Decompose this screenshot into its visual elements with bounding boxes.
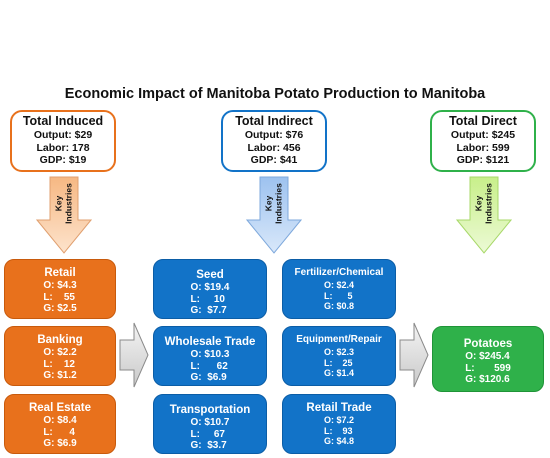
flow-arrow-left	[119, 322, 149, 388]
key-industries-label: Key Industries	[263, 183, 284, 224]
industry-box-retail: Retail O: $4.3 L: 55 G: $2.5	[4, 259, 116, 319]
total-indirect-title: Total Indirect	[235, 114, 313, 128]
key-industries-arrow-induced: Key Industries	[36, 176, 92, 254]
total-indirect-labor: Labor: 456	[247, 141, 301, 154]
total-direct-gdp: GDP: $121	[456, 154, 510, 166]
total-direct-output: Output: $245	[450, 129, 516, 141]
industry-box-transportation: Transportation O: $10.7 L: 67 G: $3.7	[153, 394, 267, 454]
industry-box-banking: Banking O: $2.2 L: 12 G: $1.2	[4, 326, 116, 386]
total-induced-gdp: GDP: $19	[39, 154, 87, 166]
diagram-title: Economic Impact of Manitoba Potato Produ…	[64, 86, 486, 102]
down-arrow-icon	[246, 176, 302, 254]
industry-box-seed: Seed O: $19.4 L: 10 G: $7.7	[153, 259, 267, 319]
industry-box-equipment-repair: Equipment/Repair O: $2.3 L: 25 G: $1.4	[282, 326, 396, 386]
industry-box-real-estate: Real Estate O: $8.4 L: 4 G: $6.9	[4, 394, 116, 454]
key-industries-arrow-direct: Key Industries	[456, 176, 512, 254]
total-induced-output: Output: $29	[33, 129, 93, 141]
total-indirect-output: Output: $76	[244, 129, 304, 141]
down-arrow-icon	[456, 176, 512, 254]
industry-box-potatoes: Potatoes O: $245.4 L: 599 G: $120.6	[432, 326, 544, 392]
total-induced-labor: Labor: 178	[36, 141, 90, 154]
key-industries-label: Key Industries	[53, 183, 74, 224]
right-arrow-icon	[119, 322, 149, 388]
right-arrow-icon	[399, 322, 429, 388]
flow-arrow-right	[399, 322, 429, 388]
total-direct-title: Total Direct	[449, 114, 517, 128]
total-induced-box: Total Induced Output: $29 Labor: 178 GDP…	[10, 110, 116, 172]
key-industries-label: Key Industries	[473, 183, 494, 224]
total-direct-labor: Labor: 599	[456, 141, 510, 154]
key-industries-arrow-indirect: Key Industries	[246, 176, 302, 254]
industry-box-wholesale-trade: Wholesale Trade O: $10.3 L: 62 G: $6.9	[153, 326, 267, 386]
total-direct-box: Total Direct Output: $245 Labor: 599 GDP…	[430, 110, 536, 172]
industry-box-retail-trade: Retail Trade O: $7.2 L: 93 G: $4.8	[282, 394, 396, 454]
total-indirect-gdp: GDP: $41	[250, 154, 298, 166]
down-arrow-icon	[36, 176, 92, 254]
industry-box-fertilizer-chemical: Fertilizer/Chemical O: $2.4 L: 5 G: $0.8	[282, 259, 396, 319]
total-induced-title: Total Induced	[22, 114, 104, 128]
total-indirect-box: Total Indirect Output: $76 Labor: 456 GD…	[221, 110, 327, 172]
